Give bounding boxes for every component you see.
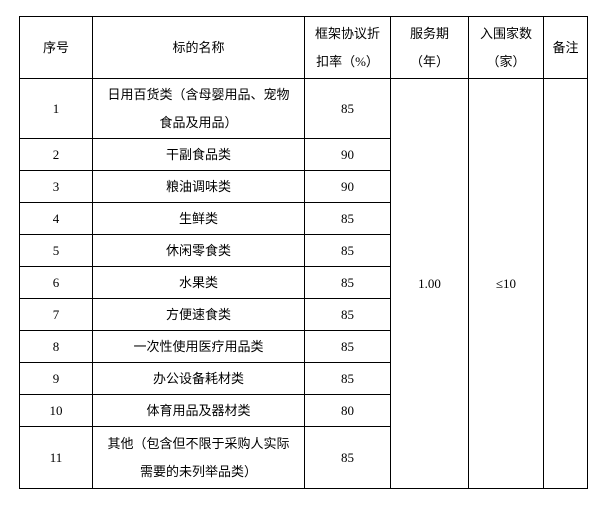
- table-row: 1 日用百货类（含母婴用品、宠物 食品及用品） 85 1.00 ≤10: [19, 78, 588, 489]
- lot-name: 方便速食类: [92, 298, 305, 331]
- row-index: 7: [19, 298, 93, 331]
- lot-name: 干副食品类: [92, 138, 305, 171]
- discount-rate: 85: [304, 362, 391, 395]
- lot-name: 其他（包含但不限于采购人实际 需要的未列举品类）: [92, 426, 305, 489]
- discount-rate: 85: [304, 426, 391, 489]
- row-index: 8: [19, 330, 93, 363]
- table-row: 5 休闲零食类 85: [19, 234, 588, 267]
- table-row: 10 体育用品及器材类 80: [19, 394, 588, 427]
- row-index: 3: [19, 170, 93, 203]
- header-lot-name: 标的名称: [92, 16, 305, 79]
- table-header-row: 序号 标的名称 框架协议折 扣率（%） 服务期 （年） 入围家数 （家） 备注: [19, 16, 588, 79]
- discount-rate: 85: [304, 298, 391, 331]
- row-index: 4: [19, 202, 93, 235]
- row-index: 2: [19, 138, 93, 171]
- lot-name: 一次性使用医疗用品类: [92, 330, 305, 363]
- lot-name: 粮油调味类: [92, 170, 305, 203]
- lot-name: 水果类: [92, 266, 305, 299]
- lot-name: 体育用品及器材类: [92, 394, 305, 427]
- table-row: 8 一次性使用医疗用品类 85: [19, 330, 588, 363]
- shortlist-count-value: ≤10: [468, 78, 544, 489]
- row-index: 11: [19, 426, 93, 489]
- header-discount-rate: 框架协议折 扣率（%）: [304, 16, 391, 79]
- header-index: 序号: [19, 16, 93, 79]
- table-row: 9 办公设备耗材类 85: [19, 362, 588, 395]
- discount-rate: 85: [304, 330, 391, 363]
- row-index: 6: [19, 266, 93, 299]
- discount-rate: 90: [304, 138, 391, 171]
- header-shortlist-count: 入围家数 （家）: [468, 16, 544, 79]
- header-service-period: 服务期 （年）: [390, 16, 469, 79]
- table-row: 6 水果类 85: [19, 266, 588, 299]
- discount-rate: 85: [304, 78, 391, 139]
- row-index: 10: [19, 394, 93, 427]
- discount-rate: 85: [304, 234, 391, 267]
- row-index: 5: [19, 234, 93, 267]
- discount-rate: 90: [304, 170, 391, 203]
- table-row: 2 干副食品类 90: [19, 138, 588, 171]
- lot-name: 生鲜类: [92, 202, 305, 235]
- discount-rate: 85: [304, 266, 391, 299]
- table-row: 3 粮油调味类 90: [19, 170, 588, 203]
- discount-rate: 80: [304, 394, 391, 427]
- lot-name: 办公设备耗材类: [92, 362, 305, 395]
- discount-rate: 85: [304, 202, 391, 235]
- lot-name: 休闲零食类: [92, 234, 305, 267]
- procurement-lots-table: 序号 标的名称 框架协议折 扣率（%） 服务期 （年） 入围家数 （家） 备注 …: [19, 16, 588, 489]
- row-index: 9: [19, 362, 93, 395]
- lot-name: 日用百货类（含母婴用品、宠物 食品及用品）: [92, 78, 305, 139]
- row-index: 1: [19, 78, 93, 139]
- table-row: 11 其他（包含但不限于采购人实际 需要的未列举品类） 85: [19, 426, 588, 489]
- header-remark: 备注: [543, 16, 588, 79]
- service-period-value: 1.00: [390, 78, 469, 489]
- remark-value: [543, 78, 588, 489]
